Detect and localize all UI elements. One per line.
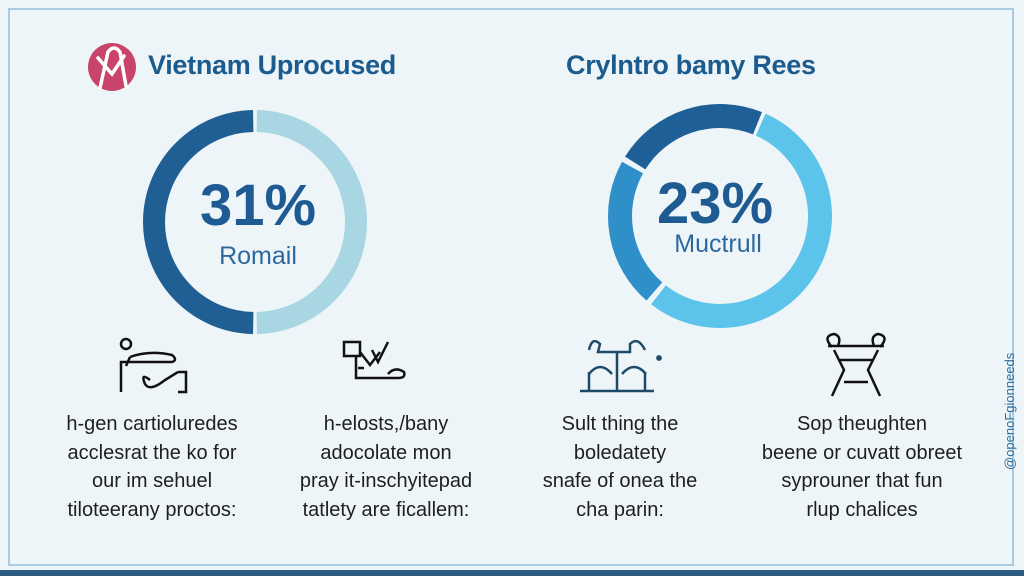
text-line: adocolate mon [320,441,452,464]
text-line: Sult thing the [561,413,679,435]
left-label: Romail [219,242,297,270]
side-watermark-text: @openoFgionneeds [1002,352,1017,470]
description-column-1: h-gen cartioluredes acclesrat the ko for… [32,410,272,524]
person-desk-icon [119,337,188,394]
text-line: boledatety [573,441,667,464]
building-network-icon [580,339,662,393]
text-line: tatlety are ficallem: [302,498,470,521]
donut-segment-light [256,110,368,334]
left-title: Vietnam Uprocused [148,50,396,80]
right-label: Muctrull [674,230,762,258]
text-line: pray it-inschyitepad [299,470,473,492]
donut-chart-right [608,104,832,328]
donut-segment-dark [625,104,762,170]
description-column-3: Sult thing the boledatety snafe of onea … [500,410,740,524]
table-frame-icon [826,332,886,397]
text-line: syprouner that fun [781,470,943,492]
text-line: snafe of onea the [542,470,698,492]
text-line: h-elosts,/bany [323,413,449,435]
left-percent: 31% [199,173,317,238]
text-line: Sop theughten [796,413,928,435]
description-column-2: h-elosts,/bany adocolate mon pray it-ins… [266,410,506,524]
checklist-tools-icon [342,340,406,380]
text-line: h-gen cartioluredes [66,413,238,435]
donut-segment-medium [608,161,663,301]
donut-chart-left [142,110,368,334]
bottom-bar [0,570,1024,576]
right-title: Crylntro bamy Rees [566,50,816,80]
text-line: our im sehuel [91,470,213,492]
text-line: acclesrat the ko for [67,441,237,464]
text-line: cha parin: [576,498,664,521]
text-line: rlup chalices [806,498,918,521]
infographic-frame [8,8,1014,566]
description-column-4: Sop theughten beene or cuvatt obreet syp… [742,410,982,524]
donut-segment-dark [142,110,254,334]
right-percent: 23% [656,171,774,236]
donut-segment-light [651,113,832,328]
text-line: tiloteerany proctos: [67,498,237,521]
pink-circle-logo-icon [88,43,136,91]
text-line: beene or cuvatt obreet [761,441,963,464]
